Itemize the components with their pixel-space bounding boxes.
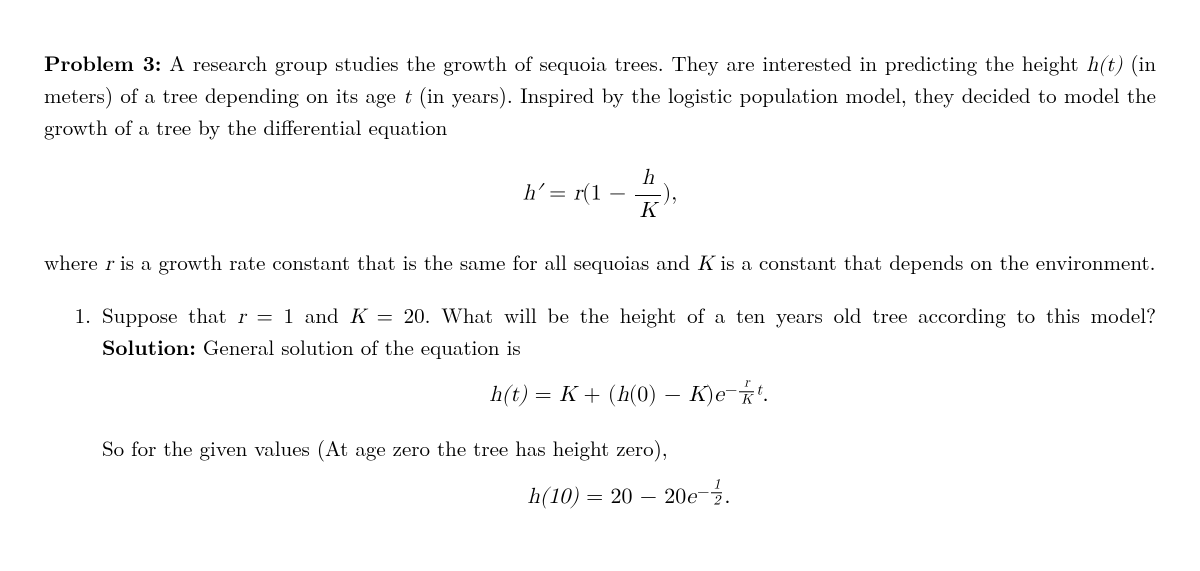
solution-label: Solution: (102, 332, 196, 362)
item1-and: and (294, 300, 349, 330)
eq1-r: r (574, 183, 583, 205)
eq3-exp-minus: − (697, 485, 709, 501)
eq3-lhs: h(10) (527, 486, 578, 508)
item1-eq1: = 1 (246, 300, 294, 330)
equation-general-solution: h(t) = K + (h(0) − K)e−rKt. (102, 380, 1156, 416)
eq1-fraction: hK (635, 163, 660, 226)
problem-text-a: A research group studies the growth of s… (161, 48, 1086, 78)
eq2-K: K (559, 384, 576, 406)
parts-list: Suppose that r = 1 and K = 20. What will… (44, 301, 1156, 518)
part-1: Suppose that r = 1 and K = 20. What will… (98, 301, 1156, 518)
eq3-exp-num: 1 (711, 477, 722, 492)
eq2-exp-den: K (739, 391, 754, 407)
para2-a: where (44, 247, 105, 277)
math-h-of-t: h(t) (1086, 55, 1122, 76)
eq2-exp-t: t (756, 383, 762, 399)
eq1-lhs: h′ (523, 183, 542, 205)
equation-h10: h(10) = 20 − 20e−12. (102, 482, 1156, 518)
para3: So for the given values (At age zero the… (102, 434, 1156, 464)
eq3-exponent: −12 (697, 477, 724, 509)
item1-a: Suppose that (102, 300, 237, 330)
param-paragraph: where r is a growth rate constant that i… (44, 248, 1156, 280)
eq3-e: e (686, 486, 696, 508)
para2-b: is a growth rate constant that is the sa… (113, 247, 697, 277)
item1-r: r (237, 307, 245, 328)
eq2-e: e (714, 384, 724, 406)
problem-paragraph: Problem 3: A research group studies the … (44, 49, 1156, 142)
problem-label: Problem 3: (44, 48, 161, 78)
eq2-eq: = (527, 384, 559, 406)
para2-K: K (697, 254, 713, 275)
eq2-exp-minus: − (725, 383, 737, 399)
eq3-exp-den: 2 (711, 493, 722, 509)
eq1-frac-num: h (635, 163, 660, 194)
eq2-exponent: −rKt (725, 376, 762, 408)
eq1-rparen: ), (663, 183, 678, 205)
item1-b: . What will be the height of a ten years… (425, 300, 1156, 330)
eq2-lhs: h(t) (489, 384, 527, 406)
item1-eq2: = 20 (366, 300, 425, 330)
eq3-exp-frac: 12 (711, 477, 722, 509)
para2-c: is a constant that depends on the enviro… (713, 247, 1155, 277)
eq2-exp-frac: rK (739, 376, 754, 408)
eq2-plus: + ( (576, 384, 616, 406)
eq3-dot: . (724, 486, 730, 508)
eq3-eq: = 20 − 20 (579, 486, 686, 508)
item1-K: K (349, 307, 365, 328)
eq2-exp-num: r (739, 376, 754, 391)
eq1-lparen: (1 − (582, 183, 633, 205)
eq2-dot: . (762, 384, 768, 406)
equation-ode: h′ = r(1 − hK), (44, 163, 1156, 226)
item1-c: General solution of the equation is (196, 332, 521, 362)
eq1-eqsign: = (542, 183, 574, 205)
eq2-rp: ) (706, 384, 715, 406)
para2-r: r (105, 254, 113, 275)
eq2-h0: h (616, 384, 628, 406)
eq2-h0arg: (0) − (629, 384, 689, 406)
eq2-K2: K (689, 384, 706, 406)
eq1-frac-den: K (635, 195, 660, 227)
